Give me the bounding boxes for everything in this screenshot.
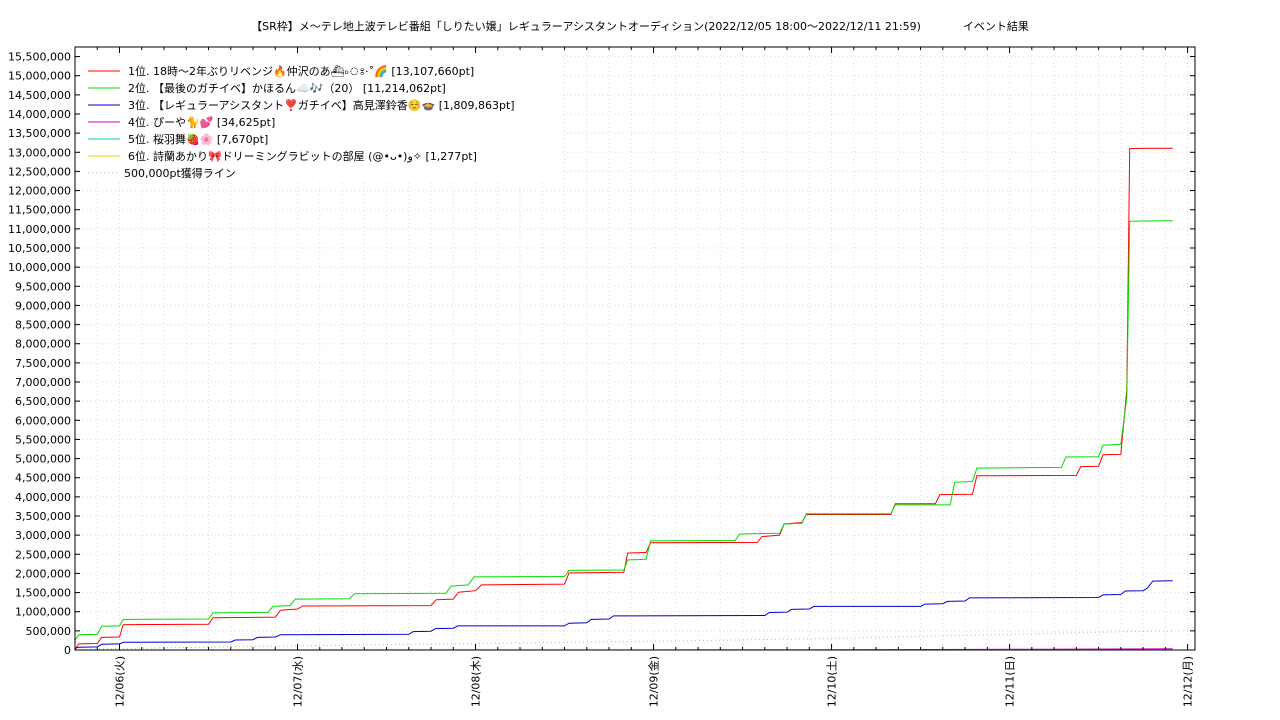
legend: 1位. 18時〜2年ぶりリベンジ🔥仲沢のあ⛴৹ঃ·˚🌈 [13,107,660p… xyxy=(88,64,515,180)
y-tick-label: 0 xyxy=(64,644,71,657)
y-tick-label: 9,500,000 xyxy=(15,280,71,293)
y-tick-label: 15,500,000 xyxy=(8,51,71,64)
y-tick-label: 7,500,000 xyxy=(15,357,71,370)
x-tick-label: 12/09(金) xyxy=(647,656,661,707)
y-tick-label: 500,000 xyxy=(26,625,72,638)
y-tick-label: 6,000,000 xyxy=(15,414,71,427)
y-tick-label: 12,000,000 xyxy=(8,185,71,198)
y-tick-label: 5,000,000 xyxy=(15,453,71,466)
series-line-2 xyxy=(74,220,1173,641)
y-tick-label: 3,500,000 xyxy=(15,510,71,523)
legend-background xyxy=(80,56,560,180)
chart-title-text: 【SR枠】メ〜テレ地上波テレビ番組「しりたい嬢」レギュラーアシスタントオーディシ… xyxy=(251,20,921,33)
y-tick-label: 2,500,000 xyxy=(15,548,71,561)
y-tick-label: 10,500,000 xyxy=(8,242,71,255)
y-tick-label: 14,000,000 xyxy=(8,108,71,121)
y-tick-label: 8,500,000 xyxy=(15,319,71,332)
y-tick-label: 13,000,000 xyxy=(8,146,71,159)
y-tick-label: 1,500,000 xyxy=(15,587,71,600)
y-tick-label: 13,500,000 xyxy=(8,127,71,140)
y-tick-label: 1,000,000 xyxy=(15,606,71,619)
legend-label-6: 6位. 詩蘭あかり🎀ドリーミングラビットの部屋 (@•ᴗ•)و✧ [1,277p… xyxy=(128,149,477,163)
y-tick-label: 2,000,000 xyxy=(15,567,71,580)
y-tick-label: 12,500,000 xyxy=(8,165,71,178)
series-line-3 xyxy=(74,580,1173,649)
legend-label-5: 5位. 桜羽舞🍓🌸 [7,670pt] xyxy=(128,132,268,146)
legend-label-3: 3位. 【レギュラーアシスタント❣️ガチイベ】高見澤鈴香☺️🍲 [1,809,8… xyxy=(128,98,515,112)
x-axis: 12/06(火) 12/07(水) 12/08(木) 12/09(金) 12/10(土)… xyxy=(96,47,1195,707)
y-tick-label: 14,500,000 xyxy=(8,89,71,102)
legend-label-7: 500,000pt獲得ライン xyxy=(124,167,236,180)
y-tick-label: 3,000,000 xyxy=(15,529,71,542)
x-tick-label: 12/08(木) xyxy=(470,656,483,707)
x-tick-label: 12/07(水) xyxy=(292,656,305,707)
series-line-1 xyxy=(74,147,1173,651)
legend-label-2: 2位. 【最後のガチイベ】かほるん☁️🎶（20） [11,214,062pt] xyxy=(128,81,446,95)
y-tick-label: 9,000,000 xyxy=(15,299,71,312)
y-tick-label: 15,000,000 xyxy=(8,70,71,83)
y-tick-label: 8,000,000 xyxy=(15,338,71,351)
y-axis: 0 500,000 1,000,000 1,500,000 2,000,000 2,500… xyxy=(8,51,1195,657)
x-tick-label: 12/11(日) xyxy=(1004,656,1017,707)
legend-label-4: 4位. ぴーや🐈💕 [34,625pt] xyxy=(128,115,275,129)
x-tick-label: 12/06(火) xyxy=(114,656,127,707)
y-tick-label: 11,500,000 xyxy=(8,204,71,217)
y-tick-label: 4,000,000 xyxy=(15,491,71,504)
y-tick-label: 7,000,000 xyxy=(15,376,71,389)
y-tick-label: 4,500,000 xyxy=(15,472,71,485)
chart-subtitle: イベント結果 xyxy=(962,20,1029,33)
y-tick-label: 5,500,000 xyxy=(15,433,71,446)
y-tick-label: 11,000,000 xyxy=(8,223,71,236)
chart-title: 【SR枠】メ〜テレ地上波テレビ番組「しりたい嬢」レギュラーアシスタントオーディシ… xyxy=(0,18,1280,34)
x-tick-label: 12/10(土) xyxy=(826,656,839,707)
plot-frame xyxy=(74,46,1196,651)
legend-label-1: 1位. 18時〜2年ぶりリベンジ🔥仲沢のあ⛴৹ঃ·˚🌈 [13,107,660p… xyxy=(128,64,474,78)
x-tick-label: 12/12(月) xyxy=(1182,656,1195,707)
y-tick-label: 10,000,000 xyxy=(8,261,71,274)
y-tick-label: 6,500,000 xyxy=(15,395,71,408)
